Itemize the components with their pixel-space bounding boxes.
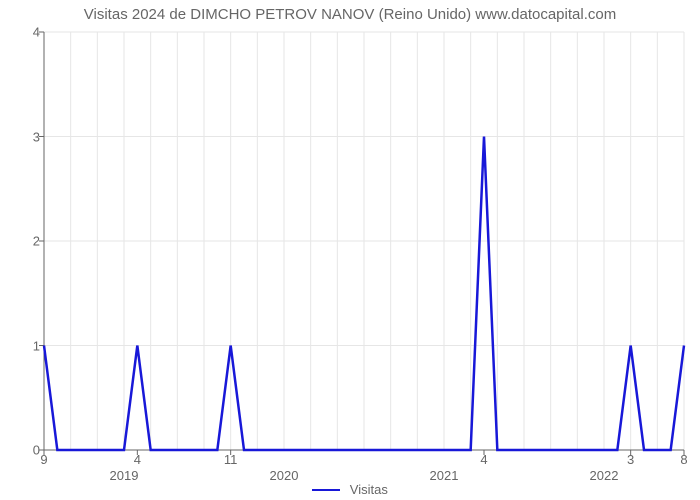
plot-area [44,32,684,450]
x-value-label: 9 [40,452,47,467]
x-value-label: 4 [134,452,141,467]
x-value-label: 11 [224,452,238,467]
y-tick-label: 4 [12,25,40,40]
y-tick-label: 3 [12,129,40,144]
y-tick-label: 0 [12,443,40,458]
y-tick-label: 1 [12,338,40,353]
chart-container: Visitas 2024 de DIMCHO PETROV NANOV (Rei… [0,0,700,500]
plot-svg [44,32,684,450]
legend-label: Visitas [350,482,388,497]
x-value-label: 3 [627,452,634,467]
legend: Visitas [0,481,700,497]
chart-title: Visitas 2024 de DIMCHO PETROV NANOV (Rei… [0,6,700,23]
x-value-label: 8 [680,452,687,467]
x-value-label: 4 [480,452,487,467]
legend-swatch [312,489,340,491]
y-tick-label: 2 [12,234,40,249]
